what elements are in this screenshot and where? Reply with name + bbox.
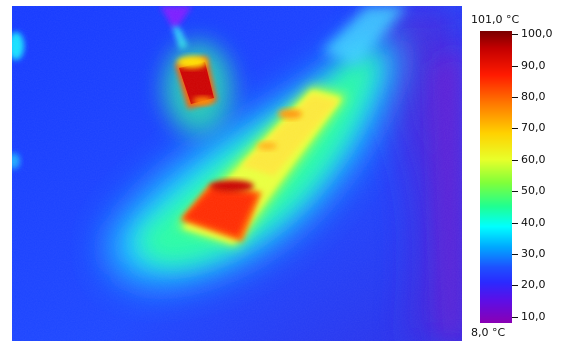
colorbar-tick	[512, 66, 518, 67]
colorbar-tick	[512, 97, 518, 98]
colorbar-tick	[512, 285, 518, 286]
scale-max-label: 101,0 °C	[471, 13, 520, 26]
colorbar-tick-label: 60,0	[521, 153, 546, 166]
thermal-image	[12, 6, 462, 341]
colorbar-tick-label: 100,0	[521, 27, 553, 40]
colorbar-tick-label: 80,0	[521, 90, 546, 103]
colorbar-tick	[512, 191, 518, 192]
colorbar-tick	[512, 128, 518, 129]
colorbar-tick-label: 90,0	[521, 59, 546, 72]
colorbar-tick-label: 40,0	[521, 216, 546, 229]
colorbar-tick	[512, 34, 518, 35]
colorbar-tick-label: 50,0	[521, 184, 546, 197]
colorbar-tick	[512, 160, 518, 161]
colorbar-tick	[512, 254, 518, 255]
colorbar-tick	[512, 317, 518, 318]
colorbar-tick-label: 70,0	[521, 121, 546, 134]
colorbar-tick-label: 30,0	[521, 247, 546, 260]
colorbar-tick-label: 20,0	[521, 278, 546, 291]
colorbar-tick-label: 10,0	[521, 310, 546, 323]
scale-min-label: 8,0 °C	[471, 326, 506, 339]
temperature-colorbar	[480, 31, 512, 323]
colorbar-tick	[512, 223, 518, 224]
